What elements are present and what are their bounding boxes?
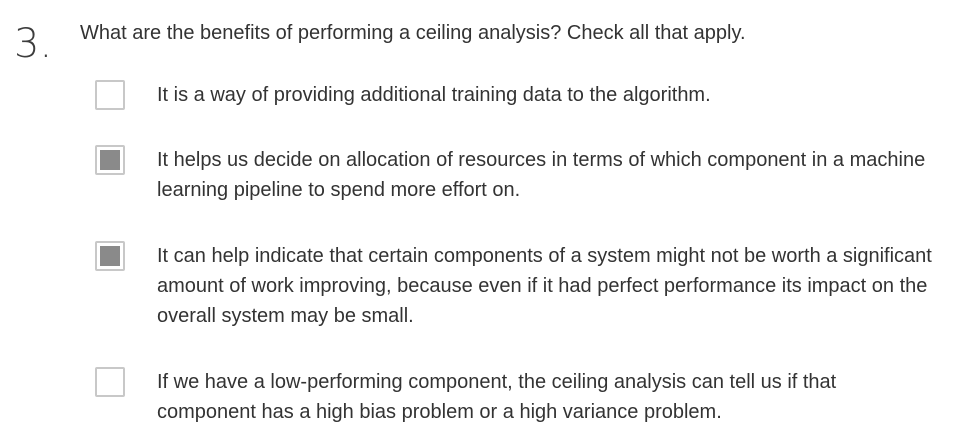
option-label[interactable]: It is a way of providing additional trai… bbox=[157, 84, 711, 106]
question-number: 3. bbox=[14, 21, 53, 67]
option-label[interactable]: It can help indicate that certain compon… bbox=[157, 245, 932, 327]
option-checkbox[interactable] bbox=[95, 241, 125, 271]
question-text: What are the benefits of performing a ce… bbox=[80, 22, 746, 44]
option-checkbox[interactable] bbox=[95, 145, 125, 175]
option-label[interactable]: It helps us decide on allocation of reso… bbox=[157, 149, 926, 201]
option-checkbox[interactable] bbox=[95, 80, 125, 110]
option-label[interactable]: If we have a low-performing component, t… bbox=[157, 371, 837, 423]
option-checkbox[interactable] bbox=[95, 367, 125, 397]
